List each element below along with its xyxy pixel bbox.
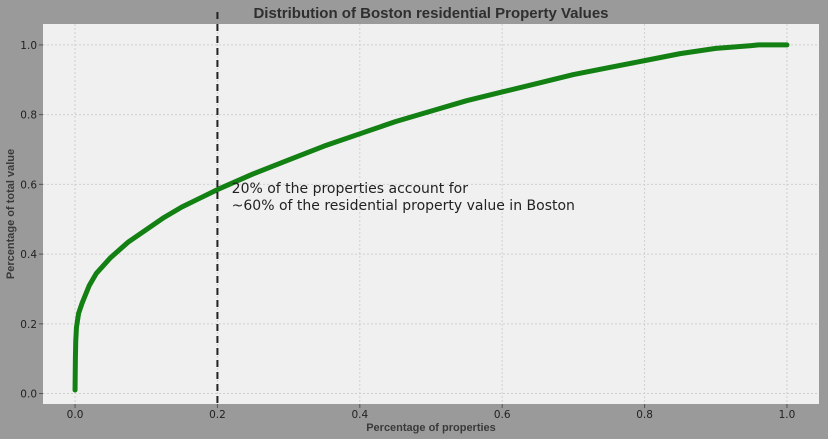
- y-tick-label: 0.0: [20, 389, 37, 401]
- annotation: 20% of the properties account for ~60% o…: [232, 181, 575, 214]
- y-tick-label: 1.0: [20, 40, 37, 52]
- series-line: [72, 42, 790, 393]
- chart-title: Distribution of Boston residential Prope…: [253, 5, 608, 22]
- y-axis-label: Percentage of total value: [5, 149, 17, 279]
- x-tick-label: 0.8: [636, 409, 653, 421]
- x-axis-label: Percentage of properties: [366, 422, 496, 434]
- annotation-line-1: 20% of the properties account for: [232, 181, 469, 197]
- ticks: 0.0 0.2 0.4 0.6 0.8 1.0 0.0 0.2 0.4 0.6 0.8 1.0: [20, 40, 795, 421]
- series-group: [72, 42, 790, 393]
- x-tick-label: 0.4: [351, 409, 368, 421]
- y-tick-label: 0.4: [20, 249, 37, 261]
- x-tick-label: 1.0: [779, 409, 796, 421]
- x-tick-label: 0.0: [67, 409, 84, 421]
- grid: [43, 24, 819, 404]
- y-tick-label: 0.6: [20, 179, 37, 191]
- y-tick-label: 0.8: [20, 110, 37, 122]
- x-tick-label: 0.2: [209, 409, 226, 421]
- annotation-line-2: ~60% of the residential property value i…: [232, 198, 575, 214]
- x-tick-label: 0.6: [494, 409, 511, 421]
- y-tick-label: 0.2: [20, 319, 37, 331]
